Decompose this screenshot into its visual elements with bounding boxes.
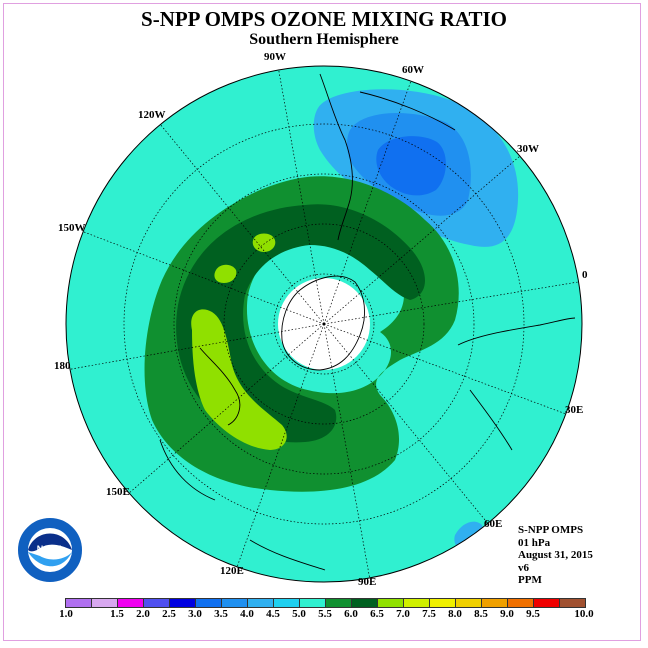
colorbar-swatch <box>91 598 118 608</box>
graticule <box>66 66 579 581</box>
colorbar-swatch <box>65 598 92 608</box>
info-level: 01 hPa <box>518 536 551 549</box>
colorbar-swatch <box>481 598 508 608</box>
low-ozone-3-0 <box>376 136 446 196</box>
lon-label-180: 180 <box>54 360 71 372</box>
lon-label-90e: 90E <box>358 576 377 588</box>
info-date: August 31, 2015 <box>518 549 593 561</box>
colorbar-label: 9.5 <box>526 608 540 620</box>
colorbar-swatch <box>377 598 404 608</box>
lon-label-120e: 120E <box>220 565 244 577</box>
colorbar-label: 8.0 <box>448 608 462 620</box>
lon-label-0: 0 <box>582 269 588 281</box>
colorbar-label: 4.5 <box>266 608 280 620</box>
lon-label-60w: 60W <box>402 64 424 76</box>
figure-frame <box>3 3 641 641</box>
colorbar-swatch <box>143 598 170 608</box>
ozone-band-6-5-blob2 <box>214 264 237 283</box>
colorbar-label: 8.5 <box>474 608 488 620</box>
colorbar-swatch <box>533 598 560 608</box>
colorbar-label: 1.5 <box>110 608 124 620</box>
coast-south-america <box>319 73 456 241</box>
info-instrument: S-NPP OMPS <box>518 524 584 536</box>
colorbar-swatch <box>351 598 378 608</box>
lon-label-120w: 120W <box>138 109 166 121</box>
colorbar-label: 3.0 <box>188 608 202 620</box>
colorbar-swatch <box>117 598 144 608</box>
colorbar-label: 2.0 <box>136 608 150 620</box>
colorbar-label: 3.5 <box>214 608 228 620</box>
lon-label-150w: 150W <box>58 222 86 234</box>
coast-australia <box>159 347 326 571</box>
colorbar-swatch <box>273 598 300 608</box>
colorbar-swatch <box>247 598 274 608</box>
colorbar-label: 6.5 <box>370 608 384 620</box>
info-block: S-NPP OMPS 01 hPa August 31, 2015 v6 PPM <box>518 524 593 587</box>
colorbar-swatch <box>195 598 222 608</box>
colorbar-swatch <box>403 598 430 608</box>
info-units: PPM <box>518 574 542 586</box>
colorbar-swatch <box>455 598 482 608</box>
colorbar-label: 7.5 <box>422 608 436 620</box>
colorbar-label: 10.0 <box>574 608 594 620</box>
page-subtitle: Southern Hemisphere <box>249 31 399 48</box>
coast-africa <box>457 317 576 451</box>
colorbar-swatch <box>169 598 196 608</box>
colorbar-label: 1.0 <box>59 608 73 620</box>
lon-label-30w: 30W <box>517 143 539 155</box>
colorbar-swatch <box>559 598 586 608</box>
colorbar-label: 6.0 <box>344 608 358 620</box>
colorbar-label: 4.0 <box>240 608 254 620</box>
pole-dot <box>322 322 326 326</box>
lon-label-30e: 30E <box>565 404 584 416</box>
map-boundary <box>65 65 583 583</box>
lon-label-90w: 90W <box>264 51 286 63</box>
colorbar-swatch <box>507 598 534 608</box>
colorbar-label: 5.5 <box>318 608 332 620</box>
colorbar-swatch <box>299 598 326 608</box>
ozone-band-6-5-blob1 <box>252 233 276 252</box>
lon-label-150e: 150E <box>106 486 130 498</box>
info-version: v6 <box>518 561 529 574</box>
colorbar-swatch <box>221 598 248 608</box>
coastlines <box>159 73 576 571</box>
coast-antarctica <box>281 275 366 371</box>
colorbar-label: 5.0 <box>292 608 306 620</box>
ozone-band-6-5-main <box>191 309 287 450</box>
colorbar-label: 9.0 <box>500 608 514 620</box>
lon-label-60e: 60E <box>484 518 503 530</box>
page-title: S-NPP OMPS OZONE MIXING RATIO <box>141 7 507 31</box>
colorbar-swatch <box>325 598 352 608</box>
colorbar-label: 2.5 <box>162 608 176 620</box>
colorbar-label: 7.0 <box>396 608 410 620</box>
colorbar-swatch <box>429 598 456 608</box>
